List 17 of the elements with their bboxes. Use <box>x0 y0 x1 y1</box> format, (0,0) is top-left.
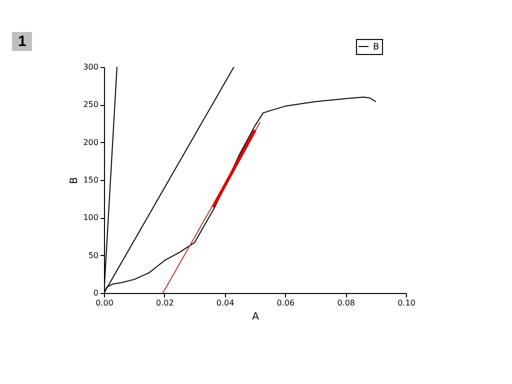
x-tick-label: 0.10 <box>398 298 416 308</box>
y-tick-label: 150 <box>83 176 98 184</box>
y-tick-label: 250 <box>83 100 98 110</box>
x-tick-label: 0.04 <box>216 298 234 308</box>
y-tick-label: 50 <box>88 250 98 260</box>
y-tick-label: 300 <box>83 62 98 72</box>
x-tick-label: 0.08 <box>337 298 356 308</box>
y-axis-title: B <box>69 176 80 184</box>
y-tick-label: 0 <box>93 288 98 298</box>
x-axis-title: A <box>252 312 260 322</box>
x-tick-label: 0.06 <box>276 298 295 308</box>
x-tick-label: 0.02 <box>156 298 174 308</box>
x-tick-label: 0.00 <box>96 298 114 308</box>
y-tick-label: 100 <box>83 213 98 222</box>
y-tick-label: 200 <box>83 138 98 147</box>
legend-label: B <box>373 42 380 52</box>
text: 1 <box>12 32 32 51</box>
